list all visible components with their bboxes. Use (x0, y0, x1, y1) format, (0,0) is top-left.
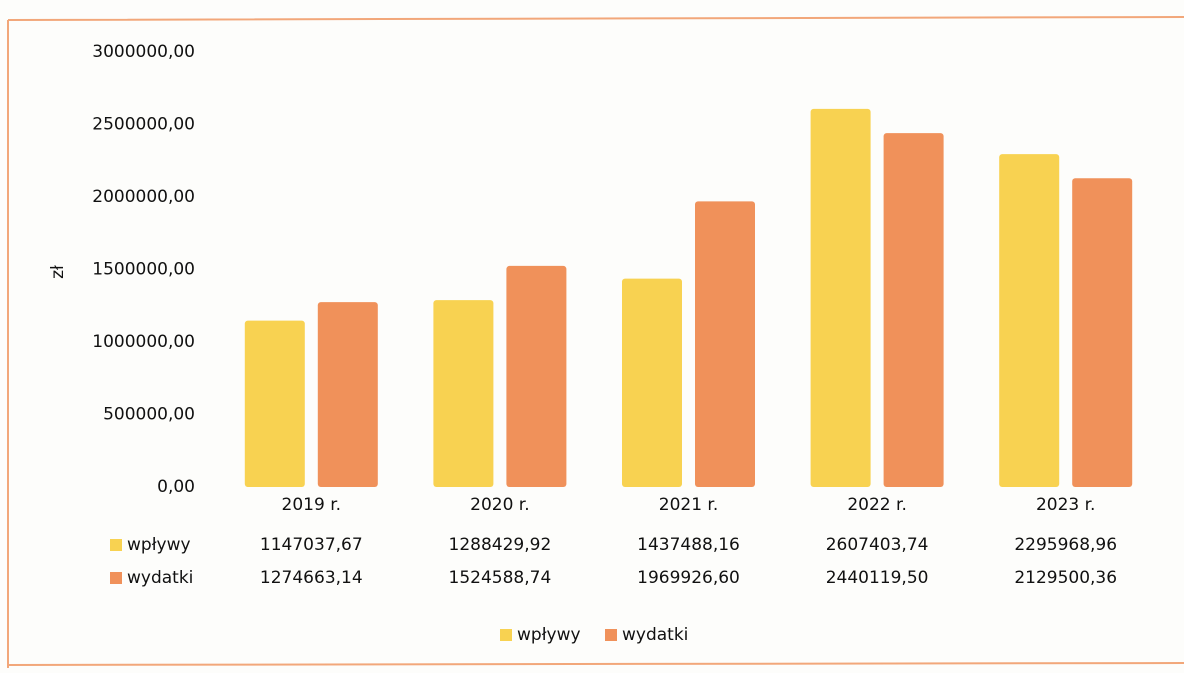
table-cell: 1524588,74 (449, 568, 552, 588)
y-tick-label: 1000000,00 (92, 332, 195, 352)
table-cell: 1969926,60 (637, 568, 740, 588)
table-cell: 1288429,92 (449, 535, 552, 555)
y-tick-label: 2500000,00 (92, 115, 195, 135)
table-row-header: wydatki (127, 568, 193, 588)
y-tick-label: 500000,00 (103, 405, 195, 425)
table-cell: 1147037,67 (260, 535, 363, 555)
bar (999, 154, 1060, 487)
bar (244, 320, 305, 487)
x-tick-label: 2020 r. (470, 495, 530, 515)
y-axis-label: zł (48, 265, 68, 279)
table-cell: 1274663,14 (260, 568, 363, 588)
y-tick-label: 1500000,00 (92, 260, 195, 280)
bar (883, 133, 944, 487)
legend-label: wydatki (622, 625, 688, 645)
frame (7, 16, 1184, 668)
y-tick-label: 3000000,00 (92, 42, 195, 62)
x-tick-label: 2023 r. (1036, 495, 1096, 515)
x-tick-label: 2021 r. (659, 495, 719, 515)
bar (622, 278, 682, 487)
bar (317, 302, 378, 487)
bar (695, 201, 755, 487)
table-legend-swatch (110, 539, 122, 551)
y-tick-label: 2000000,00 (92, 187, 195, 207)
x-tick-label: 2022 r. (847, 495, 907, 515)
table-cell: 2440119,50 (826, 568, 929, 588)
table-legend-swatch (110, 572, 122, 584)
legend-label: wpływy (517, 625, 581, 645)
bar (433, 300, 494, 487)
x-tick-label: 2019 r. (282, 495, 342, 515)
bar (1072, 178, 1133, 487)
y-tick-label: 0,00 (157, 477, 195, 497)
bar (506, 265, 567, 487)
table-cell: 2607403,74 (826, 535, 929, 555)
table-row-header: wpływy (127, 535, 191, 555)
table-cell: 2129500,36 (1014, 568, 1117, 588)
legend-swatch (500, 629, 512, 641)
table-cell: 2295968,96 (1014, 535, 1117, 555)
table-cell: 1437488,16 (637, 535, 740, 555)
legend-swatch (605, 629, 617, 641)
bar (810, 108, 871, 488)
